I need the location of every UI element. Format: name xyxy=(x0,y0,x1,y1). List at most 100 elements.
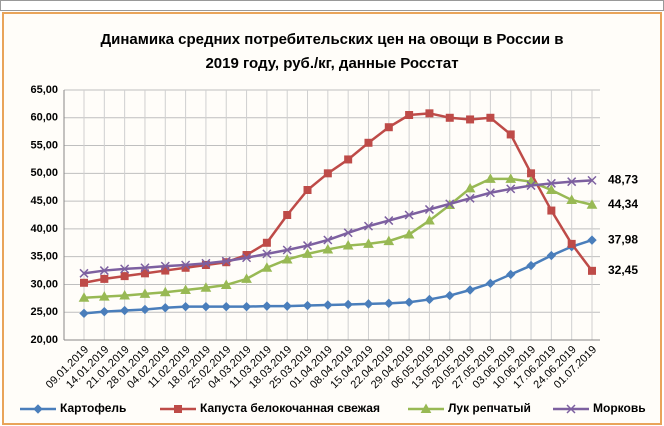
legend-marker xyxy=(420,403,432,413)
data-point xyxy=(363,238,374,248)
data-point xyxy=(343,228,353,238)
data-point xyxy=(261,262,273,272)
data-point xyxy=(424,215,435,225)
table-row xyxy=(0,0,664,11)
data-point xyxy=(119,290,130,300)
data-point xyxy=(220,279,232,289)
data-point xyxy=(200,282,212,292)
chart-title: 2019 году, руб./кг, данные Росстат xyxy=(205,55,458,72)
y-tick-label: 65,00 xyxy=(30,84,58,96)
data-point xyxy=(526,260,536,271)
data-point xyxy=(445,199,455,209)
data-point xyxy=(180,301,191,312)
data-point xyxy=(486,113,495,122)
data-point xyxy=(342,240,354,250)
data-point xyxy=(465,285,475,295)
y-tick-label: 30,00 xyxy=(30,278,58,290)
data-point xyxy=(383,235,395,246)
legend-marker xyxy=(566,404,576,414)
data-point xyxy=(343,299,353,310)
data-point xyxy=(485,173,496,183)
data-point xyxy=(445,290,455,301)
data-point xyxy=(282,245,292,255)
data-point xyxy=(100,274,109,283)
data-point xyxy=(262,249,272,259)
data-point xyxy=(485,188,495,198)
data-point xyxy=(140,269,149,278)
data-point xyxy=(384,216,394,226)
data-point xyxy=(140,263,150,273)
data-point xyxy=(302,241,313,251)
y-tick-label: 50,00 xyxy=(30,167,58,179)
data-point xyxy=(363,299,374,309)
data-point xyxy=(181,260,191,270)
data-point xyxy=(79,268,89,278)
data-point xyxy=(242,253,252,263)
value-label: 37,98 xyxy=(608,232,638,246)
data-point xyxy=(282,301,292,311)
data-point xyxy=(99,306,110,317)
data-point xyxy=(506,130,515,139)
data-point xyxy=(527,169,536,178)
data-point xyxy=(547,206,556,215)
data-point xyxy=(506,184,516,194)
series-line xyxy=(83,179,593,275)
data-point xyxy=(262,238,271,247)
data-point xyxy=(405,111,414,119)
data-point xyxy=(466,115,475,124)
data-point xyxy=(404,297,414,307)
data-point xyxy=(464,182,476,193)
data-point xyxy=(241,273,252,283)
data-point xyxy=(364,138,373,147)
data-point xyxy=(404,210,414,220)
data-point xyxy=(323,169,332,178)
data-point xyxy=(546,178,556,188)
data-point xyxy=(80,278,88,287)
data-point xyxy=(323,235,333,245)
data-point xyxy=(180,284,191,294)
data-point xyxy=(546,250,557,261)
legend-label: Морковь xyxy=(593,401,646,415)
data-point xyxy=(566,194,578,204)
data-point xyxy=(424,294,435,305)
y-tick-label: 55,00 xyxy=(30,139,58,151)
data-point xyxy=(485,278,496,289)
data-point xyxy=(79,308,89,319)
data-point xyxy=(302,248,313,258)
data-point xyxy=(403,228,415,239)
chart-title: Динамика средних потребительских цен на … xyxy=(100,31,563,48)
legend-marker xyxy=(174,405,182,413)
data-point xyxy=(384,123,393,132)
data-point xyxy=(587,175,597,185)
y-tick-label: 40,00 xyxy=(30,223,58,235)
data-point xyxy=(303,186,312,194)
data-point xyxy=(160,261,170,271)
series-line xyxy=(83,177,593,300)
data-point xyxy=(159,286,171,297)
data-point xyxy=(425,109,434,118)
data-point xyxy=(78,292,90,302)
data-point xyxy=(567,239,576,248)
value-label: 32,45 xyxy=(608,263,638,277)
data-point xyxy=(384,298,394,309)
legend-label: Картофель xyxy=(60,401,126,415)
data-point xyxy=(465,193,475,203)
data-point xyxy=(567,177,577,187)
data-point xyxy=(98,291,110,301)
data-point xyxy=(201,301,211,312)
data-point xyxy=(323,300,333,310)
data-point xyxy=(139,288,151,298)
data-point xyxy=(201,261,210,269)
data-point xyxy=(221,256,231,266)
data-point xyxy=(283,211,292,219)
data-point xyxy=(120,272,129,281)
data-point xyxy=(221,301,231,312)
data-point xyxy=(262,301,272,311)
y-tick-label: 25,00 xyxy=(30,306,58,318)
data-point xyxy=(363,221,374,231)
data-point xyxy=(322,243,334,254)
data-point xyxy=(120,264,130,274)
data-point xyxy=(445,113,454,122)
data-point xyxy=(160,303,170,313)
data-point xyxy=(281,253,293,264)
